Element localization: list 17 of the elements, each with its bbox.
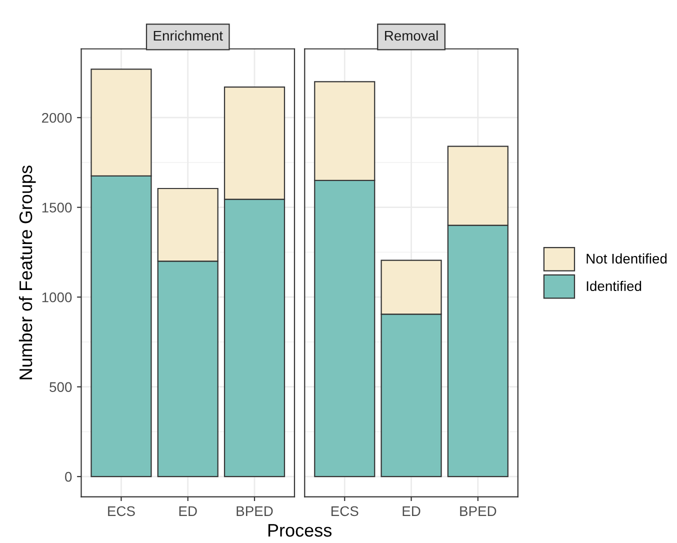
chart-title: Removal <box>385 30 438 41</box>
x-tick-label: BPED <box>460 506 496 516</box>
y-tick-label: 1500 <box>42 202 72 213</box>
x-tick-label: ED <box>402 506 420 516</box>
x-tick-label: BPED <box>236 506 273 516</box>
chart-title: Enrichment <box>154 30 223 41</box>
y-tick-label: 1000 <box>42 292 72 302</box>
x-tick-label: ECS <box>108 506 135 516</box>
y-tick-label: 500 <box>50 382 72 392</box>
y-tick-label: 2000 <box>42 112 72 123</box>
y-tick-label: 0 <box>65 472 72 482</box>
x-axis-title: Process <box>268 524 332 537</box>
y-axis-title: Number of Feature Groups <box>18 166 36 380</box>
legend-label: Identified <box>586 280 642 292</box>
x-tick-label: ECS <box>331 506 358 516</box>
legend-label: Not Identified <box>586 253 667 264</box>
x-tick-label: ED <box>179 506 197 516</box>
